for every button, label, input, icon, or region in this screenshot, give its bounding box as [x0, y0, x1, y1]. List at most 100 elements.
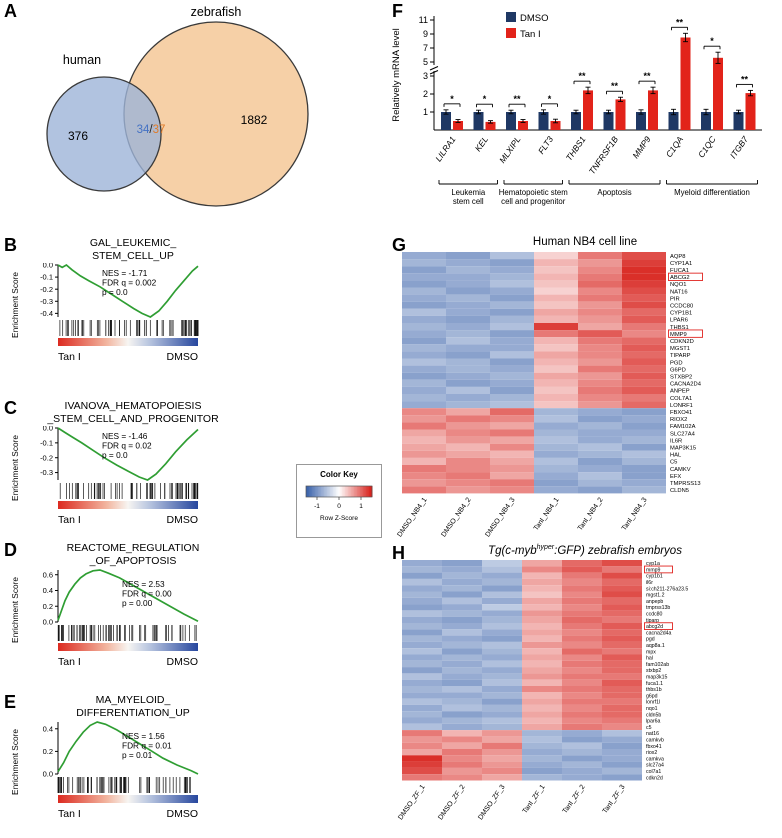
- heatmap-cell: [402, 337, 446, 345]
- bar-y-axis-label: Relatively mRNA level: [391, 28, 402, 121]
- y-tick-label: 0.2: [43, 747, 53, 756]
- heatmap-cell: [482, 597, 522, 605]
- heatmap-cell: [490, 429, 534, 437]
- heatmap-cell: [490, 422, 534, 430]
- rank-gradient-bar: [58, 338, 198, 347]
- gene-label: LPAR6: [670, 318, 688, 324]
- heatmap-cell: [602, 761, 642, 768]
- gene-label: CYP1B1: [670, 311, 692, 317]
- gene-label: MLXIPL: [497, 134, 523, 165]
- group-label: Myeloid differentiation: [674, 188, 750, 197]
- gene-label: CDKN2D: [670, 339, 694, 345]
- gsea-title-line: STEM_CELL_UP: [92, 249, 174, 262]
- gsea-stat: p = 0.01: [122, 750, 153, 760]
- heatmap-cell: [402, 330, 446, 338]
- heatmap-cell: [446, 465, 490, 473]
- heatmap-cell: [562, 730, 602, 737]
- heatmap-cell: [562, 616, 602, 623]
- gene-label: fbxo41: [646, 744, 662, 750]
- heatmap-cell: [534, 394, 578, 402]
- heatmap-cell: [534, 479, 578, 487]
- heatmap-cell: [622, 479, 666, 487]
- gene-label: il6r: [646, 580, 653, 586]
- hit-barcode: [57, 625, 197, 642]
- heatmap-cell: [490, 266, 534, 274]
- enrichment-curve: [57, 721, 199, 775]
- heatmap-cell: [446, 308, 490, 316]
- heatmap-cell: [442, 673, 482, 680]
- heatmap-cell: [622, 301, 666, 309]
- heatmap-cell: [562, 660, 602, 668]
- heatmap-cell: [522, 723, 562, 731]
- gene-label: aqp8a.1: [646, 643, 665, 649]
- gene-label: map3k15: [646, 675, 667, 681]
- y-tick-label: 2: [423, 89, 428, 99]
- heatmap-cell: [402, 308, 446, 316]
- heatmap-cell: [602, 635, 642, 642]
- heatmap-cell: [522, 641, 562, 649]
- heatmap-cell: [402, 365, 446, 373]
- heatmap-cell: [622, 372, 666, 380]
- heatmap-cell: [482, 578, 522, 586]
- heatmap-cell: [602, 749, 642, 756]
- heatmap-cell: [402, 457, 446, 465]
- heatmap-cell: [534, 315, 578, 323]
- heatmap-cell: [402, 774, 442, 781]
- heatmap-cell: [602, 667, 642, 674]
- heatmap-cell: [490, 315, 534, 323]
- y-tick-label: 0.0: [43, 618, 53, 627]
- heatmap-cell: [522, 736, 562, 743]
- gsea-stat: FDR q = 0.002: [102, 278, 157, 288]
- group-label: Hematopoietic stem: [499, 188, 568, 197]
- heatmap-cell: [442, 717, 482, 724]
- heatmap-cell: [402, 351, 446, 359]
- gene-label: fam102ab: [646, 662, 669, 668]
- panel-label-g: G: [392, 235, 407, 255]
- gsea-title: GAL_LEUKEMIC_ STEM_CELL_UP: [0, 234, 266, 263]
- gene-label: PIR: [670, 296, 680, 302]
- rank-gradient-bar: [58, 643, 198, 652]
- heatmap-cell: [578, 273, 622, 281]
- heatmap-cell: [534, 415, 578, 423]
- heatmap-cell: [622, 457, 666, 465]
- gsea-stat: FDR q = 0.00: [122, 589, 172, 599]
- heatmap-cell: [562, 654, 602, 661]
- heatmap-cell: [578, 372, 622, 380]
- heatmap-cell: [490, 330, 534, 338]
- heatmap-cell: [522, 698, 562, 705]
- heatmap-cell: [622, 486, 666, 494]
- y-tick-label: 1: [423, 107, 428, 117]
- heatmap-cell: [490, 465, 534, 473]
- gene-label: G6PD: [670, 367, 686, 373]
- heatmap-cell: [522, 717, 562, 724]
- heatmap-cell: [490, 294, 534, 302]
- heatmap-cell: [578, 401, 622, 409]
- gsea-y-axis-label: Enrichment Score: [10, 435, 20, 501]
- heatmap-cell: [446, 358, 490, 366]
- bar-DMSO: [701, 112, 711, 130]
- gene-label: MMP9: [670, 332, 687, 338]
- gene-label: SLC27A4: [670, 431, 696, 437]
- heatmap-cell: [534, 259, 578, 267]
- heatmap-cell: [602, 597, 642, 605]
- x-right-label: DMSO: [166, 514, 199, 527]
- gene-label: TNFRSF1B: [587, 134, 621, 176]
- bar-DMSO: [603, 112, 614, 130]
- heatmap-cell: [602, 560, 642, 567]
- heatmap-cell: [578, 443, 622, 451]
- heatmap-cell: [402, 572, 442, 579]
- gene-label: ccdc80: [646, 612, 663, 618]
- panel-gsea-hematopoiesis: C IVANOVA_HEMATOPOIESIS _STEM_CELL_AND_PR…: [0, 397, 266, 537]
- panel-bar-chart: F 1 2 3 5 7 9 11 Relatively mRNA level DMSO Tan I…: [388, 0, 782, 232]
- heatmap-cell: [446, 486, 490, 494]
- gene-label: nat16: [646, 731, 659, 737]
- heatmap-cell: [602, 591, 642, 598]
- column-label: DMSO_ZF_1: [397, 784, 426, 822]
- x-right-label: DMSO: [166, 351, 199, 364]
- column-label: TanI_NB4_3: [621, 496, 649, 532]
- significance-marker: *: [450, 94, 454, 104]
- gene-label: mgst1.2: [646, 593, 665, 599]
- bar-Tan I: [518, 121, 528, 130]
